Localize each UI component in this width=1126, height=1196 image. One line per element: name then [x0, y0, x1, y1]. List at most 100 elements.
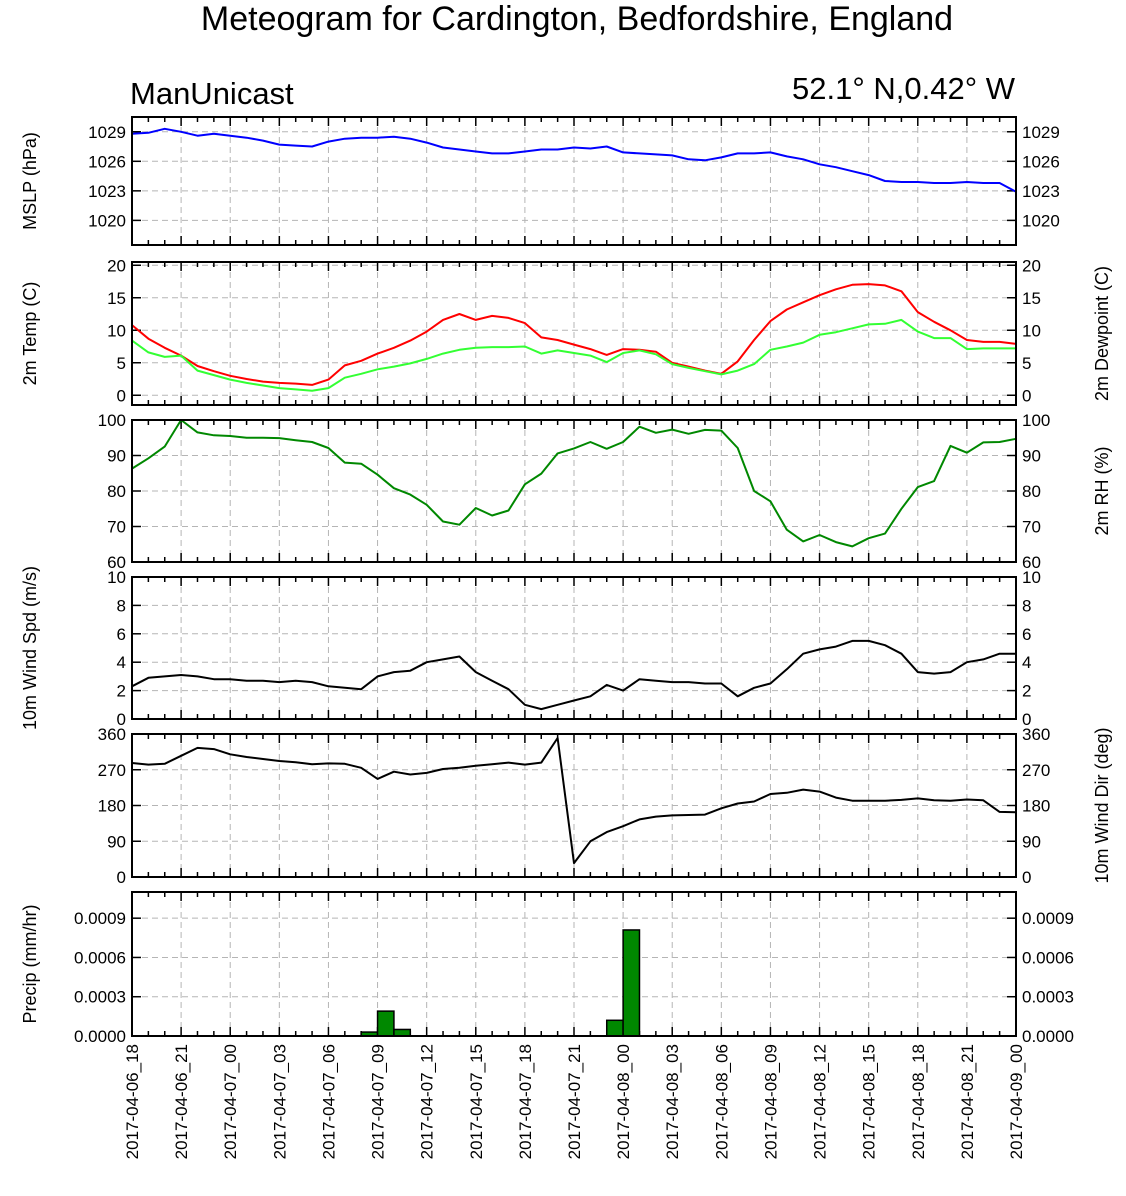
y-tick-label-left: 1026	[88, 152, 126, 171]
panel-wdir: 0 0 90 90 180 180 270 270 360 360 10m Wind Dir (de…	[98, 725, 1112, 887]
y-tick-label-right: 0.0003	[1022, 988, 1074, 1007]
y-tick-label-left: 0.0009	[74, 909, 126, 928]
panel-precip: 0.0000 0.0000 0.0003 0.0003 0.0006 0.0006 0.00…	[20, 891, 1074, 1046]
y-tick-label-right: 0	[1022, 710, 1031, 729]
y-tick-label-right: 6	[1022, 625, 1031, 644]
panel-frame	[131, 419, 1017, 563]
y-tick-label-left: 0.0003	[74, 988, 126, 1007]
y-tick-label-right: 70	[1022, 518, 1041, 537]
precip-bar	[622, 929, 641, 1037]
x-tick-label: 2017-04-08_06	[712, 1044, 731, 1159]
x-tick-label: 2017-04-07_12	[418, 1044, 437, 1159]
y-tick-label-left: 60	[107, 553, 126, 572]
y-axis-label-left: Precip (mm/hr)	[20, 904, 40, 1023]
y-tick-label-right: 1026	[1022, 152, 1060, 171]
y-tick-label-right: 2	[1022, 682, 1031, 701]
series-line-temp-0	[131, 283, 1017, 386]
y-tick-label-right: 360	[1022, 725, 1050, 744]
series-line-mslp-0	[131, 127, 1017, 193]
y-tick-label-left: 80	[107, 482, 126, 501]
y-tick-label-right: 180	[1022, 797, 1050, 816]
y-tick-label-left: 270	[98, 761, 126, 780]
y-tick-label-left: 4	[117, 653, 126, 672]
y-axis-label-right: 2m RH (%)	[1092, 447, 1112, 536]
y-tick-label-left: 1023	[88, 182, 126, 201]
x-tick-label: 2017-04-07_00	[221, 1044, 240, 1159]
y-tick-label-right: 60	[1022, 553, 1041, 572]
x-tick-label: 2017-04-07_21	[565, 1044, 584, 1159]
y-tick-label-right: 5	[1022, 354, 1031, 373]
y-tick-label-right: 0	[1022, 386, 1031, 405]
panel-frame	[131, 891, 1017, 1037]
y-tick-label-left: 90	[107, 447, 126, 466]
y-tick-label-left: 8	[117, 596, 126, 615]
x-tick-label: 2017-04-07_03	[270, 1044, 289, 1159]
y-axis-label-left: 2m Temp (C)	[20, 282, 40, 386]
y-tick-label-left: 100	[98, 411, 126, 430]
y-tick-label-left: 0	[117, 386, 126, 405]
panel-rh: 60 60 70 70 80 80 90 90 100 100 2m RH (%)	[98, 411, 1112, 572]
y-tick-label-right: 0	[1022, 868, 1031, 887]
y-tick-label-left: 10	[107, 321, 126, 340]
y-tick-label-right: 8	[1022, 596, 1031, 615]
x-tick-label: 2017-04-08_21	[958, 1044, 977, 1159]
x-tick-label: 2017-04-06_18	[123, 1044, 142, 1159]
y-tick-label-left: 90	[107, 832, 126, 851]
y-tick-label-right: 270	[1022, 761, 1050, 780]
x-axis: 2017-04-06_18 2017-04-06_21 2017-04-07_00 2…	[123, 1044, 1026, 1159]
x-tick-label: 2017-04-09_00	[1007, 1044, 1026, 1159]
y-tick-label-left: 360	[98, 725, 126, 744]
series-line-temp-1	[131, 318, 1016, 392]
x-tick-label: 2017-04-07_15	[467, 1044, 486, 1159]
x-tick-label: 2017-04-08_09	[761, 1044, 780, 1159]
x-tick-label: 2017-04-07_18	[516, 1044, 535, 1159]
y-tick-label-left: 20	[107, 256, 126, 275]
y-tick-label-left: 70	[107, 518, 126, 537]
x-tick-label: 2017-04-07_09	[369, 1044, 388, 1159]
precip-bar	[376, 1010, 395, 1037]
y-tick-label-left: 0.0006	[74, 948, 126, 967]
y-tick-label-left: 0.0000	[74, 1027, 126, 1046]
precip-bar	[605, 1019, 624, 1037]
y-tick-label-left: 0	[117, 868, 126, 887]
y-axis-label-right: 10m Wind Dir (deg)	[1092, 727, 1112, 883]
y-tick-label-left: 1029	[88, 123, 126, 142]
y-tick-label-right: 0.0009	[1022, 909, 1074, 928]
x-tick-label: 2017-04-08_15	[860, 1044, 879, 1159]
y-tick-label-left: 10	[107, 568, 126, 587]
x-tick-label: 2017-04-07_06	[319, 1044, 338, 1159]
y-tick-label-left: 2	[117, 682, 126, 701]
y-tick-label-right: 0.0000	[1022, 1027, 1074, 1046]
y-tick-label-right: 4	[1022, 653, 1031, 672]
y-tick-label-left: 1020	[88, 211, 126, 230]
y-tick-label-right: 1020	[1022, 211, 1060, 230]
x-tick-label: 2017-04-06_21	[172, 1044, 191, 1159]
y-tick-label-right: 1023	[1022, 182, 1060, 201]
location-label: 52.1° N,0.42° W	[792, 71, 1016, 106]
y-tick-label-right: 1029	[1022, 123, 1060, 142]
y-tick-label-right: 80	[1022, 482, 1041, 501]
y-tick-label-left: 6	[117, 625, 126, 644]
panel-frame	[131, 261, 1017, 406]
y-tick-label-right: 100	[1022, 411, 1050, 430]
y-tick-label-right: 0.0006	[1022, 948, 1074, 967]
y-tick-label-right: 90	[1022, 447, 1041, 466]
series-line-wdir-0	[131, 737, 1017, 865]
y-axis-label-left: MSLP (hPa)	[20, 132, 40, 230]
panel-wspd: 0 0 2 2 4 4 6 6 8 8 10 10 10m Wind Spd (m/s)	[20, 566, 1041, 730]
y-axis-label-left: 10m Wind Spd (m/s)	[20, 566, 40, 730]
y-tick-label-left: 0	[117, 710, 126, 729]
y-tick-label-left: 5	[117, 354, 126, 373]
y-tick-label-right: 90	[1022, 832, 1041, 851]
y-tick-label-right: 20	[1022, 256, 1041, 275]
panel-frame	[131, 116, 1017, 246]
y-axis-label-right: 2m Dewpoint (C)	[1092, 266, 1112, 401]
y-tick-label-left: 15	[107, 289, 126, 308]
chart-title: Meteogram for Cardington, Bedfordshire, …	[201, 0, 953, 38]
panel-frame	[131, 576, 1017, 720]
x-tick-label: 2017-04-08_12	[811, 1044, 830, 1159]
panel-temp: 0 0 5 5 10 10 15 15 20 20 2m Temp (C) 2m Dewpoint (…	[20, 256, 1112, 406]
x-tick-label: 2017-04-08_03	[663, 1044, 682, 1159]
